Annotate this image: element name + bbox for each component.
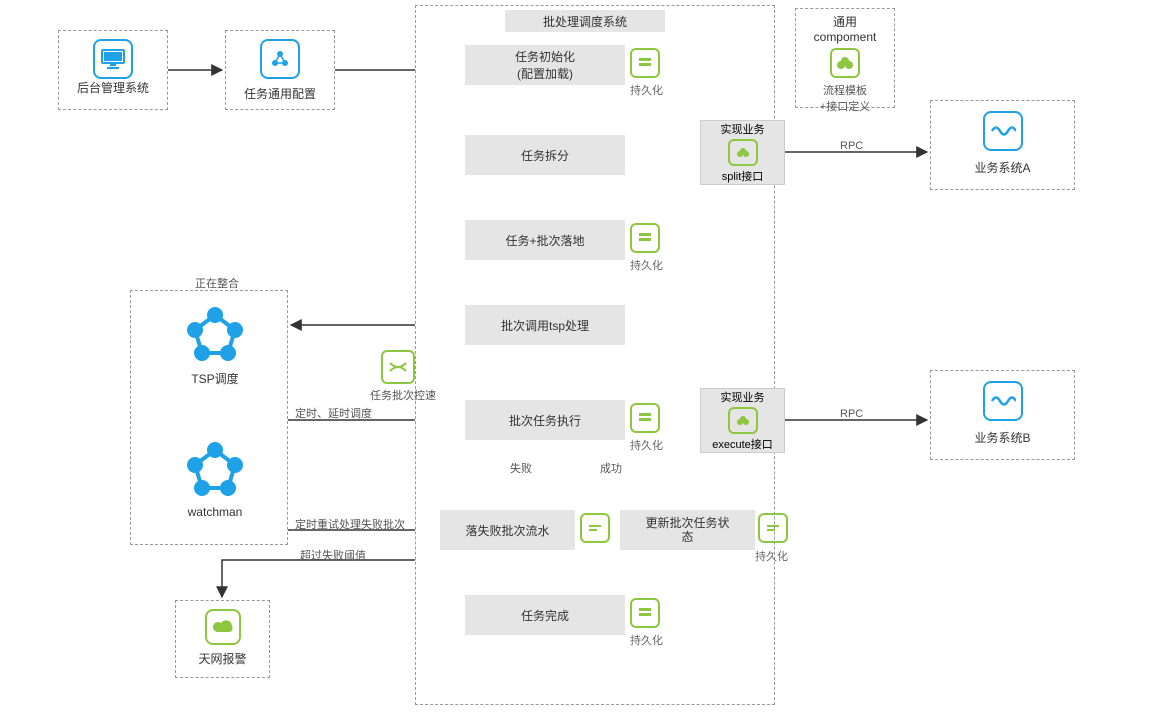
skynet-label: 天网报警 <box>176 650 269 667</box>
config-icon <box>260 39 300 79</box>
wave-icon <box>983 111 1023 151</box>
wave-icon <box>983 381 1023 421</box>
update-box: 更新批次任务状 态 <box>620 510 755 550</box>
persist-icon <box>630 403 660 433</box>
skynet-node: 天网报警 <box>175 600 270 678</box>
diagram-canvas: 后台管理系统 任务通用配置 批处理调度系统 通用 compoment 流程模板 … <box>0 0 1156 712</box>
init-box: 任务初始化 (配置加载) <box>465 45 625 85</box>
persist-icon <box>630 598 660 628</box>
svc-a-node: 业务系统A <box>930 100 1075 190</box>
exec-impl-t: 实现业务 <box>721 389 765 405</box>
persist-icon <box>630 223 660 253</box>
ratelimit-icon <box>381 350 415 384</box>
svc-b-label: 业务系统B <box>931 429 1074 446</box>
exec-impl-icon <box>728 407 758 434</box>
persist-icon <box>630 48 660 78</box>
svc-b-node: 业务系统B <box>930 370 1075 460</box>
update-l1: 更新批次任务状 <box>645 516 729 530</box>
admin-system-node: 后台管理系统 <box>58 30 168 110</box>
batch-system-title: 批处理调度系统 <box>505 10 665 32</box>
watchman-node: watchman <box>175 440 255 519</box>
split-box: 任务拆分 <box>465 135 625 175</box>
sched-label: 定时、延时调度 <box>295 405 372 421</box>
config-node: 任务通用配置 <box>225 30 335 110</box>
done-box: 任务完成 <box>465 595 625 635</box>
comp-title1: 通用 <box>796 13 894 30</box>
component-frame: 通用 compoment 流程模板 +接口定义 <box>795 8 895 108</box>
comp-title2: compoment <box>796 30 894 44</box>
fail-flow-box: 落失败批次流水 <box>440 510 575 550</box>
comp-sub1: 流程模板 <box>796 82 894 98</box>
pentagon-icon <box>185 305 245 365</box>
update-l2: 态 <box>681 530 693 544</box>
split-impl-icon <box>728 139 758 166</box>
persist-label: 持久化 <box>630 632 663 648</box>
threshold-label: 超过失败阈值 <box>300 547 366 563</box>
comp-sub2: +接口定义 <box>796 98 894 114</box>
fail-label: 失败 <box>510 460 532 476</box>
watchman-label: watchman <box>175 505 255 519</box>
land-box: 任务+批次落地 <box>465 220 625 260</box>
exec-impl-box: 实现业务 execute接口 <box>700 388 785 453</box>
split-impl-b: split接口 <box>722 168 764 184</box>
pentagon-icon <box>185 440 245 500</box>
init-l2: (配置加载) <box>517 65 573 82</box>
component-icon <box>830 48 860 78</box>
integrating-label: 正在整合 <box>195 275 239 291</box>
admin-label: 后台管理系统 <box>77 81 149 95</box>
rpc1-label: RPC <box>840 140 863 152</box>
svc-a-label: 业务系统A <box>931 159 1074 176</box>
exec-impl-b: execute接口 <box>712 436 773 452</box>
rpc2-label: RPC <box>840 408 863 420</box>
persist-icon <box>580 513 610 543</box>
persist-label: 持久化 <box>630 257 663 273</box>
exec-box: 批次任务执行 <box>465 400 625 440</box>
persist-icon <box>758 513 788 543</box>
success-label: 成功 <box>600 460 622 476</box>
retry-label: 定时重试处理失败批次 <box>295 516 405 532</box>
persist-label: 持久化 <box>630 437 663 453</box>
tsp-label: TSP调度 <box>175 370 255 387</box>
ratelimit-node: 任务批次控速 <box>370 350 425 403</box>
cloud-icon <box>205 609 241 645</box>
split-impl-t: 实现业务 <box>721 121 765 137</box>
call-tsp-box: 批次调用tsp处理 <box>465 305 625 345</box>
ratelimit-label: 任务批次控速 <box>370 387 425 403</box>
init-l1: 任务初始化 <box>515 48 575 65</box>
persist-label: 持久化 <box>755 548 788 564</box>
config-label: 任务通用配置 <box>226 85 334 102</box>
monitor-icon <box>93 39 133 79</box>
persist-label: 持久化 <box>630 82 663 98</box>
tsp-node: TSP调度 <box>175 305 255 387</box>
split-impl-box: 实现业务 split接口 <box>700 120 785 185</box>
